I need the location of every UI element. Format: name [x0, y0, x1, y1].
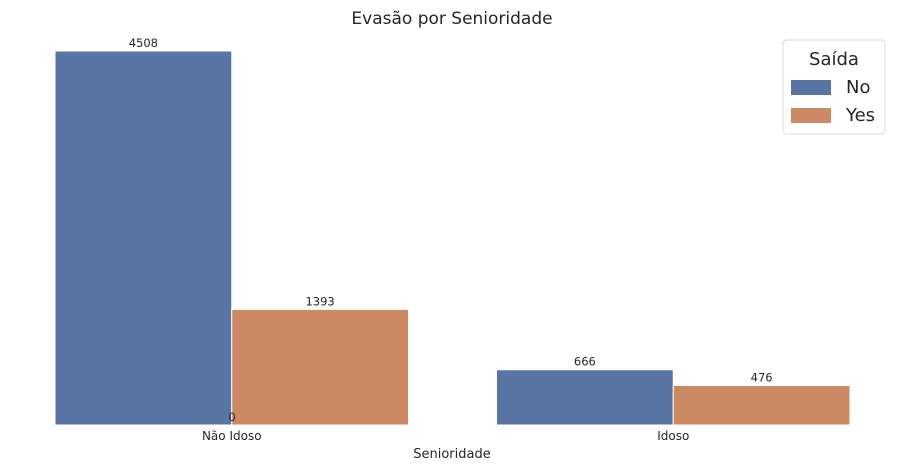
x-axis-ticks: Não Idoso Idoso [202, 429, 689, 443]
bar-yes-0 [231, 308, 409, 426]
legend-swatch-no [791, 80, 831, 95]
bars-group [54, 50, 851, 426]
x-tick-label-1: Idoso [657, 429, 689, 443]
chart-title: Evasão por Senioridade [351, 9, 552, 29]
legend-title: Saída [809, 49, 859, 70]
data-label-no-1: 666 [574, 355, 596, 369]
bar-no-0 [54, 50, 233, 426]
data-label-yes-1: 476 [751, 371, 773, 385]
legend-label-no: No [846, 77, 870, 98]
legend: Saída No Yes [782, 39, 886, 135]
data-label-extra: 0 [228, 410, 235, 424]
data-labels-group: 4508 1393 666 476 [129, 36, 773, 385]
bar-no-1 [496, 369, 674, 426]
legend-label-yes: Yes [845, 105, 875, 126]
legend-swatch-yes [791, 108, 831, 123]
bar-yes-1 [672, 385, 851, 426]
x-tick-label-0: Não Idoso [202, 429, 262, 443]
data-label-no-0: 4508 [129, 36, 158, 50]
data-label-yes-0: 1393 [305, 294, 334, 308]
x-axis-label: Senioridade [413, 447, 490, 462]
